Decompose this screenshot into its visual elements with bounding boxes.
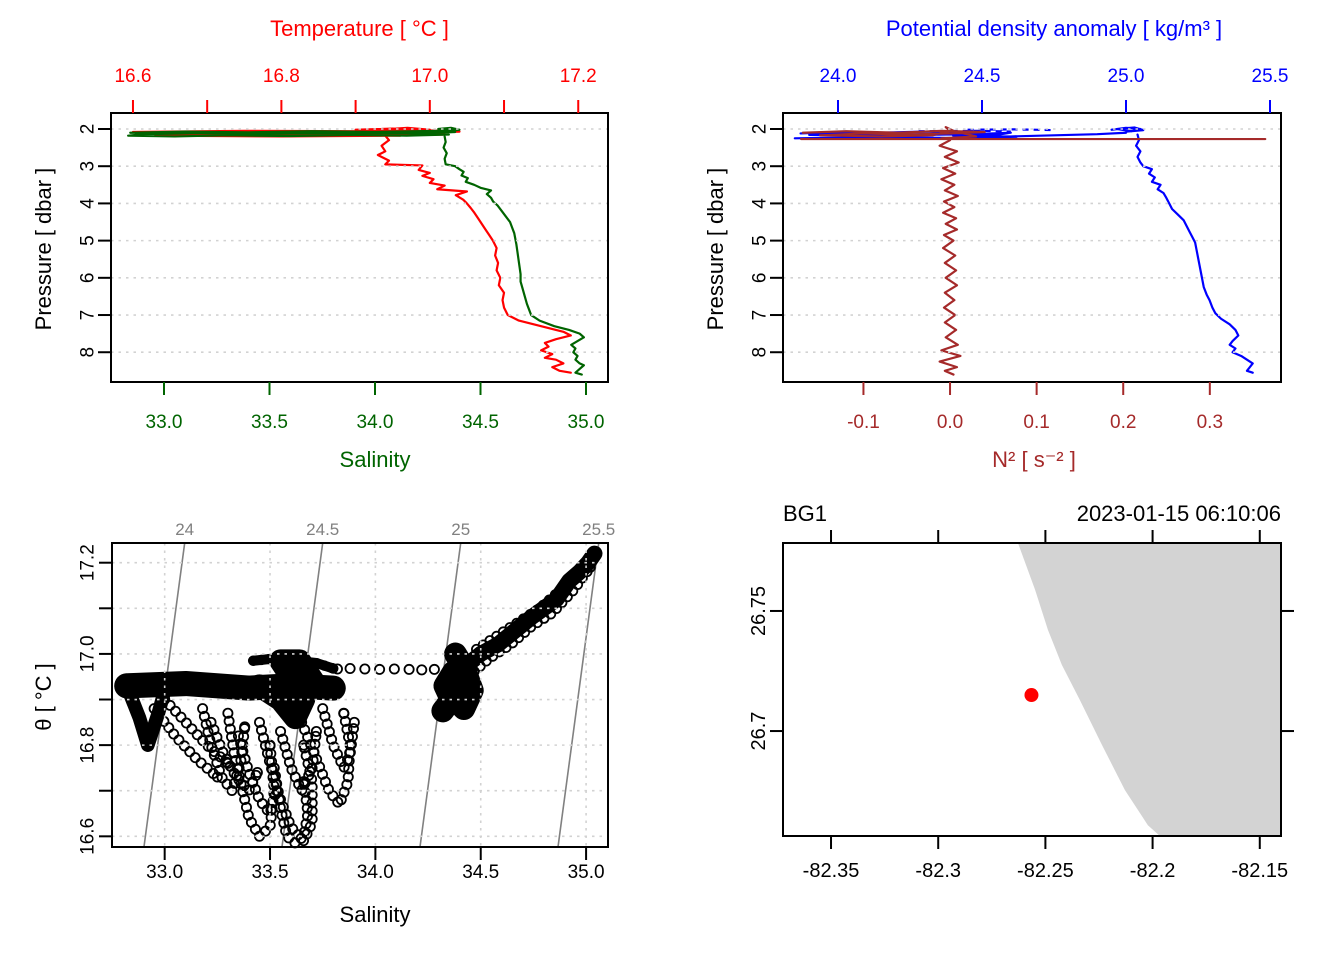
svg-text:2: 2 [750, 124, 771, 135]
svg-text:33.0: 33.0 [146, 862, 183, 883]
svg-text:34.0: 34.0 [357, 862, 394, 883]
temperature-salinity-profile-panel: 16.6 16.8 17.0 17.2 33.0 33.5 34.0 34.5 35.0 2 3 4 5… [78, 66, 609, 433]
theta-axis-title: θ [ °C ] [31, 663, 56, 731]
svg-text:-82.35: -82.35 [803, 860, 860, 882]
svg-text:4: 4 [750, 198, 771, 209]
svg-text:6: 6 [750, 273, 771, 284]
svg-text:26.75: 26.75 [748, 586, 770, 636]
n2-axis-title: N² [ s⁻² ] [992, 447, 1076, 472]
svg-text:0.0: 0.0 [937, 412, 963, 433]
svg-text:34.5: 34.5 [462, 862, 499, 883]
svg-text:33.5: 33.5 [251, 412, 288, 433]
pressure-axis-title-left: Pressure [ dbar ] [31, 167, 56, 331]
svg-text:24: 24 [175, 520, 194, 539]
svg-text:16.6: 16.6 [78, 818, 99, 855]
svg-text:17.0: 17.0 [411, 66, 448, 87]
svg-text:24.5: 24.5 [306, 520, 339, 539]
svg-text:8: 8 [78, 347, 99, 358]
svg-text:0.3: 0.3 [1197, 412, 1223, 433]
salinity-axis-title-profile: Salinity [339, 447, 411, 472]
svg-text:7: 7 [78, 310, 99, 321]
svg-text:17.2: 17.2 [78, 544, 99, 581]
svg-text:34.5: 34.5 [462, 412, 499, 433]
svg-text:3: 3 [750, 161, 771, 172]
svg-text:-82.2: -82.2 [1130, 860, 1176, 882]
svg-text:6: 6 [78, 273, 99, 284]
map-station-title: BG1 [783, 501, 828, 526]
svg-text:5: 5 [78, 235, 99, 246]
svg-text:25: 25 [451, 520, 470, 539]
svg-text:0.2: 0.2 [1110, 412, 1136, 433]
svg-text:34.0: 34.0 [357, 412, 394, 433]
svg-text:8: 8 [750, 347, 771, 358]
svg-text:16.8: 16.8 [263, 66, 300, 87]
svg-text:2: 2 [78, 124, 99, 135]
temperature-axis-title: Temperature [ °C ] [270, 16, 449, 41]
svg-text:-82.15: -82.15 [1231, 860, 1288, 882]
salinity-axis-title-ts: Salinity [339, 902, 411, 927]
svg-text:24.5: 24.5 [964, 66, 1001, 87]
pressure-axis-title-right: Pressure [ dbar ] [703, 167, 728, 331]
svg-text:-82.25: -82.25 [1017, 860, 1074, 882]
map-timestamp-title: 2023-01-15 06:10:06 [1076, 501, 1281, 526]
svg-text:-0.1: -0.1 [847, 412, 880, 433]
svg-text:35.0: 35.0 [568, 862, 605, 883]
svg-text:17.0: 17.0 [78, 635, 99, 672]
svg-text:26.7: 26.7 [748, 712, 770, 751]
svg-text:16.6: 16.6 [114, 66, 151, 87]
svg-text:16.8: 16.8 [78, 727, 99, 764]
svg-text:35.0: 35.0 [568, 412, 605, 433]
svg-text:25.0: 25.0 [1108, 66, 1145, 87]
ts-diagram-panel: 24 24.5 25 25.5 33.0 33.5 34.0 34.5 35.0 16.6 16.8… [78, 520, 616, 883]
svg-text:17.2: 17.2 [560, 66, 597, 87]
svg-text:4: 4 [78, 198, 99, 209]
svg-text:25.5: 25.5 [1252, 66, 1289, 87]
svg-text:24.0: 24.0 [820, 66, 857, 87]
svg-text:33.5: 33.5 [252, 862, 289, 883]
density-axis-title: Potential density anomaly [ kg/m³ ] [885, 16, 1223, 41]
station-map-panel: -82.35 -82.3 -82.25 -82.2 -82.15 26.75 26.7 [748, 530, 1294, 882]
density-n2-profile-panel: 24.0 24.5 25.0 25.5 -0.1 0.0 0.1 0.2 0.3 2 3 4 5 6 7 8 [750, 66, 1289, 433]
svg-text:5: 5 [750, 235, 771, 246]
svg-text:-82.3: -82.3 [915, 860, 961, 882]
svg-text:7: 7 [750, 310, 771, 321]
svg-text:0.1: 0.1 [1023, 412, 1049, 433]
svg-text:25.5: 25.5 [582, 520, 615, 539]
svg-text:33.0: 33.0 [146, 412, 183, 433]
svg-text:3: 3 [78, 161, 99, 172]
